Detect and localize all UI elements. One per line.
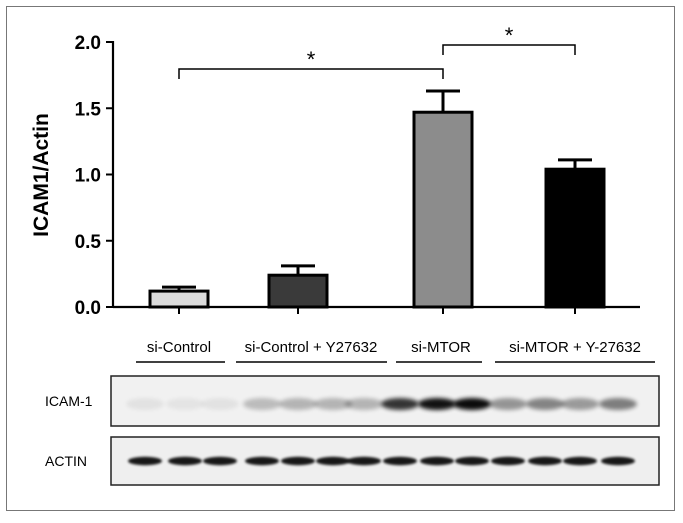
bar — [267, 273, 329, 309]
significance-star: * — [505, 23, 514, 48]
blot-row-label: ACTIN — [45, 453, 87, 469]
icam1-band — [243, 398, 281, 410]
actin-band — [455, 456, 489, 466]
actin-band — [383, 456, 417, 466]
significance-star: * — [307, 47, 316, 72]
actin-band — [491, 456, 525, 466]
western-blot: si-Control si-Control + Y27632 si-MTOR si-M… — [45, 339, 660, 486]
y-tick-label: 2.0 — [75, 33, 101, 54]
y-axis-label: ICAM1/Actin — [30, 113, 53, 237]
actin-band — [528, 456, 562, 466]
significance-bracket — [442, 44, 576, 55]
icam1-band — [599, 398, 637, 410]
bars — [148, 89, 606, 309]
y-tick-label: 0.0 — [75, 298, 101, 319]
blot-group-label: si-Control + Y27632 — [245, 339, 378, 356]
actin-band — [203, 456, 237, 466]
blot-row-label: ICAM-1 — [45, 393, 93, 409]
y-tick-label: 0.5 — [75, 232, 102, 253]
icam1-band — [166, 398, 204, 410]
bar — [412, 110, 474, 309]
icam1-band — [201, 398, 239, 410]
y-tick-label: 1.5 — [75, 99, 102, 120]
icam1-band — [489, 398, 527, 410]
blot-group-label: si-MTOR + Y-27632 — [509, 339, 641, 356]
significance-bracket — [178, 68, 444, 79]
icam1-band — [561, 398, 599, 410]
actin-band — [563, 456, 597, 466]
actin-band — [316, 456, 350, 466]
actin-band — [347, 456, 381, 466]
y-tick-label: 1.0 — [75, 166, 101, 187]
figure-frame — [6, 6, 675, 511]
icam1-band — [526, 398, 564, 410]
blot-group-label: si-Control — [147, 339, 211, 356]
significance-brackets: ** — [178, 23, 576, 79]
actin-band — [601, 456, 635, 466]
icam1-band — [381, 398, 419, 410]
actin-band — [245, 456, 279, 466]
icam1-band — [418, 398, 456, 410]
actin-band — [420, 456, 454, 466]
blot-group-label: si-MTOR — [411, 339, 471, 356]
actin-band — [168, 456, 202, 466]
icam1-band — [314, 398, 352, 410]
icam1-band — [345, 398, 383, 410]
icam1-band — [279, 398, 317, 410]
actin-band — [281, 456, 315, 466]
icam1-band — [126, 398, 164, 410]
icam1-band — [453, 398, 491, 410]
actin-band — [128, 456, 162, 466]
